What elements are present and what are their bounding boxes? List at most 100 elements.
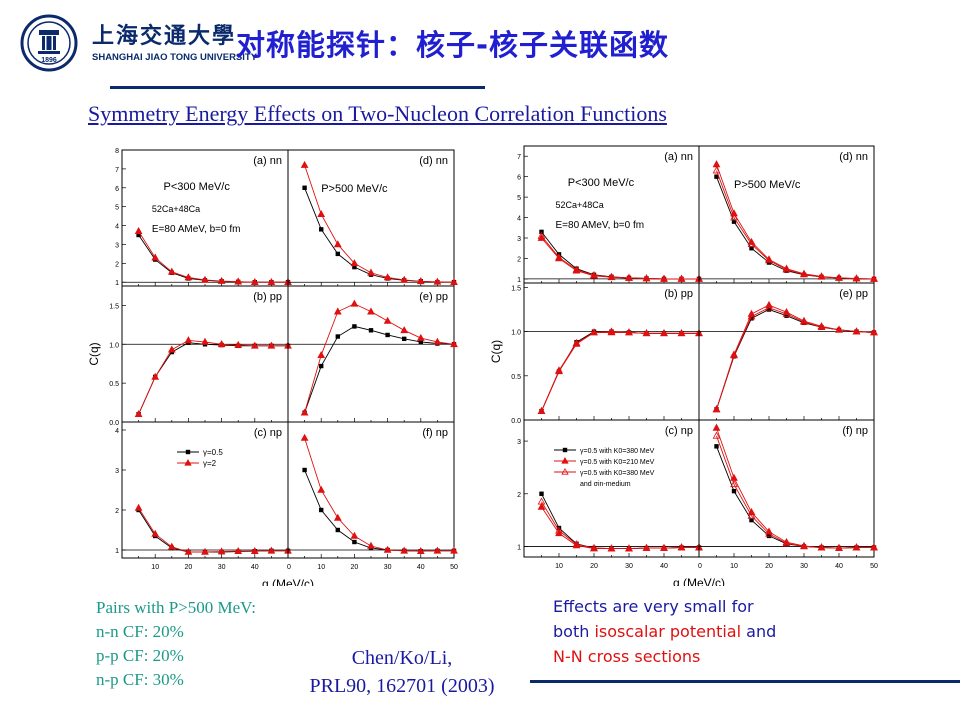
series-line	[716, 435, 874, 549]
data-point-triangle	[730, 213, 738, 221]
data-point-triangle	[537, 502, 546, 510]
series-line	[716, 446, 874, 549]
data-point-triangle	[870, 543, 878, 551]
y-tick-label: 1	[115, 280, 119, 287]
panel-annotation: E=80 AMeV, b=0 fm	[152, 224, 241, 235]
data-point-square	[335, 251, 340, 257]
data-point-square	[335, 334, 340, 339]
y-tick-label: 4	[115, 428, 119, 435]
data-point-triangle	[572, 338, 581, 346]
data-point-triangle	[234, 340, 243, 348]
y-tick-label: 6	[517, 175, 521, 182]
data-point-triangle	[660, 274, 668, 282]
data-point-triangle	[300, 433, 309, 441]
y-tick-label: 3	[517, 236, 521, 243]
data-point-square	[335, 527, 340, 533]
data-point-triangle	[450, 277, 458, 286]
data-point-triangle	[555, 253, 563, 261]
data-point-triangle	[450, 340, 458, 348]
chart-panel: 1 2 3 4 5 6 7 8 (a) nn P<300 MeV/c 52Ca+48Ca E=80 A…	[115, 148, 292, 287]
series-line	[304, 325, 455, 413]
panel-label: (d) nn	[419, 155, 448, 167]
data-point-triangle	[267, 341, 276, 349]
data-point-square	[766, 307, 772, 312]
data-point-square	[385, 332, 390, 338]
data-point-square	[749, 517, 754, 523]
panel-frame	[523, 282, 700, 421]
data-point-triangle	[234, 277, 243, 285]
chart-panel: 1 2 3 4 5 6 7 (a) nn P<300 MeV/c 52Ca+48Ca E=80 AM…	[517, 145, 703, 284]
data-point-triangle	[383, 316, 392, 324]
footer-divider	[530, 680, 960, 683]
data-point-square	[319, 363, 324, 369]
x-tick-label: 10	[730, 563, 738, 570]
data-point-triangle	[151, 372, 160, 380]
y-tick-label: 4	[517, 216, 521, 223]
series-line	[541, 331, 699, 412]
data-point-triangle	[642, 274, 651, 282]
data-point-square	[731, 219, 737, 224]
data-point-triangle	[712, 431, 721, 439]
panel-label: (a) nn	[253, 155, 282, 167]
panel-label: (c) np	[254, 427, 282, 439]
university-name-cn: 上海交通大學	[92, 23, 237, 49]
data-point-triangle	[782, 309, 791, 317]
data-point-triangle	[590, 543, 598, 551]
chart-panel: 1 2 3 (c) np γ=0.5 with K0=380 MeV γ=0.5 with…	[517, 419, 703, 558]
legend-marker	[562, 447, 568, 453]
panel-frame	[121, 285, 289, 423]
data-point-triangle	[572, 265, 581, 273]
data-point-square	[749, 246, 754, 251]
panel-annotation: P<300 MeV/c	[164, 181, 231, 193]
y-tick-label: 3	[115, 242, 119, 249]
panel-frame	[523, 419, 700, 558]
logo-year: 1896	[41, 57, 57, 64]
data-point-triangle	[677, 329, 686, 337]
y-tick-label: 0.0	[511, 418, 521, 425]
x-axis-label: q (MeV/c)	[262, 577, 314, 586]
x-axis-label: q (MeV/c)	[673, 576, 725, 586]
series-line	[541, 493, 699, 550]
series-line	[304, 303, 455, 413]
data-point-triangle	[712, 160, 721, 168]
series-line	[138, 339, 288, 415]
data-point-square	[714, 174, 719, 179]
panel-label: (f) np	[842, 425, 868, 437]
data-point-triangle	[234, 546, 243, 555]
x-tick-label: 40	[660, 563, 668, 570]
series-line	[541, 231, 699, 280]
y-tick-label: 0.5	[109, 381, 119, 388]
y-tick-label: 3	[115, 468, 119, 475]
data-point-triangle	[730, 480, 738, 488]
data-point-triangle	[712, 405, 721, 413]
series-line	[138, 507, 288, 553]
panel-label: (b) pp	[664, 288, 693, 300]
data-point-triangle	[151, 253, 160, 261]
data-point-triangle	[852, 327, 861, 335]
data-point-triangle	[730, 351, 738, 359]
x-tick-label: 50	[870, 563, 878, 570]
y-axis-label: C(q)	[489, 340, 503, 363]
data-point-triangle	[747, 511, 756, 519]
effects-note-text: and	[741, 622, 777, 641]
y-tick-label: 1	[517, 544, 521, 551]
y-tick-label: 5	[115, 205, 119, 212]
series-line	[541, 237, 699, 280]
data-point-square	[539, 491, 544, 496]
chart-panel: (f) np	[287, 421, 458, 559]
data-point-triangle	[167, 267, 176, 275]
series-line	[716, 427, 874, 549]
y-tick-label: 2	[517, 256, 521, 263]
series-line	[304, 187, 454, 283]
data-point-triangle	[250, 546, 259, 555]
data-point-triangle	[450, 546, 458, 554]
data-point-triangle	[134, 410, 143, 418]
data-point-triangle	[765, 256, 773, 264]
legend-marker	[561, 456, 569, 464]
chart-panel: 1 2 3 4 (c) np γ=0.5 γ=2	[115, 421, 292, 559]
panel-label: (f) np	[422, 427, 448, 439]
data-point-triangle	[416, 277, 425, 285]
series-line	[304, 469, 454, 552]
effects-note-highlight: isoscalar potential	[594, 622, 742, 641]
data-point-triangle	[607, 327, 616, 335]
